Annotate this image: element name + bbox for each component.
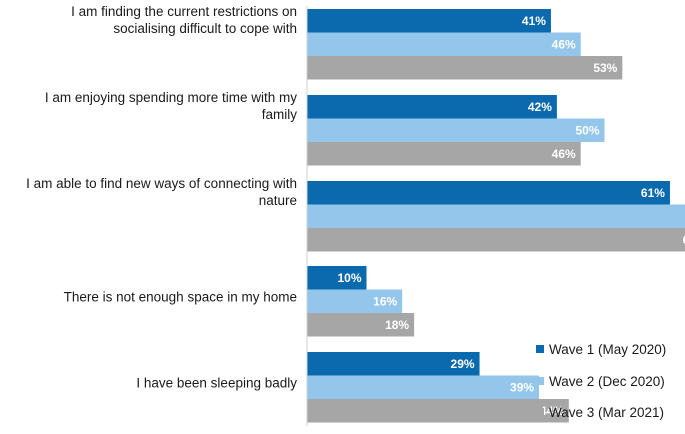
bar-value-label: 61% bbox=[641, 186, 665, 200]
bar-value-label: 53% bbox=[593, 61, 617, 75]
bar-value-label: 46% bbox=[552, 147, 576, 161]
bar-3-series-3 bbox=[307, 228, 685, 252]
bar-5-series-2 bbox=[307, 375, 540, 399]
bar-value-label: 44% bbox=[540, 404, 564, 418]
category-labels: I am finding the current restrictions on… bbox=[26, 4, 297, 391]
bar-1-series-2 bbox=[307, 32, 581, 56]
category-label-line: family bbox=[262, 107, 298, 122]
bar-value-label: 50% bbox=[575, 123, 599, 137]
bar-value-label: 29% bbox=[451, 357, 475, 371]
bar-2-series-1 bbox=[307, 95, 557, 119]
bar-value-label: 18% bbox=[385, 318, 409, 332]
category-label-line: There is not enough space in my home bbox=[64, 289, 297, 304]
category-label: There is not enough space in my home bbox=[64, 289, 297, 304]
category-label-line: I am enjoying spending more time with my bbox=[45, 90, 297, 105]
bar-4-series-3 bbox=[307, 313, 415, 337]
bar-2-series-2 bbox=[307, 118, 605, 142]
category-label-line: I am finding the current restrictions on bbox=[71, 4, 297, 19]
category-label-line: I have been sleeping badly bbox=[136, 375, 297, 390]
bar-4-series-1 bbox=[307, 266, 367, 290]
legend-swatch bbox=[536, 377, 544, 385]
legend-swatch bbox=[536, 408, 544, 416]
bar-4-series-2 bbox=[307, 289, 403, 313]
bar-value-label: 68% bbox=[683, 233, 685, 247]
bar-5-series-3 bbox=[307, 399, 569, 423]
category-label: I have been sleeping badly bbox=[136, 375, 297, 390]
legend-label: Wave 3 (Mar 2021) bbox=[549, 405, 664, 420]
bar-2-series-3 bbox=[307, 142, 581, 166]
category-label: I am finding the current restrictions on… bbox=[71, 4, 297, 36]
category-label-line: nature bbox=[259, 193, 297, 208]
category-label-line: I am able to find new ways of connecting… bbox=[26, 176, 297, 191]
legend-label: Wave 2 (Dec 2020) bbox=[549, 374, 665, 389]
bar-value-label: 16% bbox=[373, 294, 397, 308]
category-label: I am able to find new ways of connecting… bbox=[26, 176, 297, 208]
legend-swatch bbox=[536, 345, 544, 353]
bar-value-label: 46% bbox=[552, 37, 576, 51]
bar-value-label: 10% bbox=[337, 271, 361, 285]
bar-3-series-1 bbox=[307, 181, 670, 205]
bar-1-series-1 bbox=[307, 9, 551, 33]
bars: 41%46%53%42%50%46%61%70%68%10%16%18%29%3… bbox=[307, 9, 685, 423]
legend-label: Wave 1 (May 2020) bbox=[549, 342, 666, 357]
bar-1-series-3 bbox=[307, 56, 623, 80]
category-label-line: socialising difficult to cope with bbox=[113, 21, 297, 36]
bar-3-series-2 bbox=[307, 204, 685, 228]
category-label: I am enjoying spending more time with my… bbox=[45, 90, 297, 122]
bar-value-label: 41% bbox=[522, 14, 546, 28]
legend: Wave 1 (May 2020) Wave 2 (Dec 2020) Wave 3… bbox=[536, 342, 666, 420]
bar-value-label: 42% bbox=[528, 100, 552, 114]
bar-5-series-1 bbox=[307, 352, 480, 376]
bar-value-label: 39% bbox=[510, 380, 534, 394]
